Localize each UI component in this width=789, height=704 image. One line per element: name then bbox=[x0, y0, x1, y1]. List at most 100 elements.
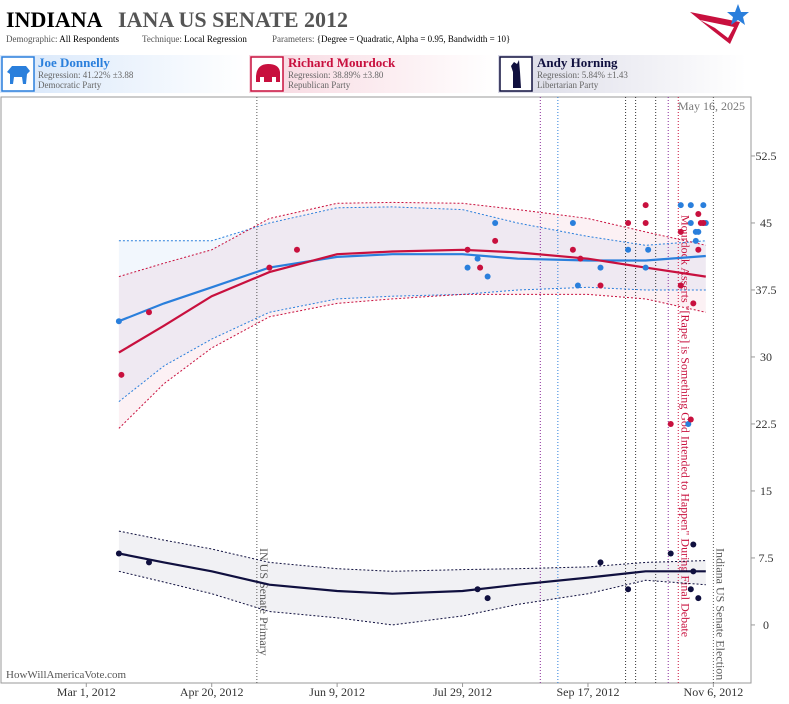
data-point bbox=[293, 246, 300, 253]
param-value: Local Regression bbox=[184, 34, 247, 44]
data-point bbox=[569, 246, 576, 253]
trend-line bbox=[118, 248, 706, 354]
data-point bbox=[574, 282, 581, 289]
data-point bbox=[118, 371, 125, 378]
legend-regression: Regression: 38.89% ±3.80 bbox=[288, 70, 384, 80]
data-point bbox=[569, 219, 576, 226]
elephant-icon bbox=[256, 64, 280, 82]
legend-box bbox=[249, 55, 495, 93]
data-point bbox=[492, 237, 499, 244]
data-point bbox=[464, 264, 471, 271]
data-point bbox=[687, 202, 694, 209]
data-point bbox=[474, 586, 481, 593]
band-edge bbox=[118, 293, 706, 429]
legend-box bbox=[0, 55, 246, 93]
legend-party: Republican Party bbox=[288, 80, 351, 90]
param-row: Parameters: {Degree = Quadratic, Alpha =… bbox=[272, 34, 510, 44]
logo bbox=[690, 4, 749, 44]
band-edge bbox=[118, 286, 706, 402]
x-tick-label: Mar 1, 2012 bbox=[57, 685, 116, 699]
parameters: Demographic: All Respondents Technique: … bbox=[6, 34, 510, 44]
legend bbox=[0, 55, 746, 93]
data-point bbox=[677, 282, 684, 289]
data-point bbox=[677, 228, 684, 235]
donkey-icon bbox=[7, 66, 30, 84]
y-tick-label: 0 bbox=[763, 618, 769, 632]
param-label: Demographic: bbox=[6, 34, 57, 44]
data-point bbox=[115, 318, 122, 325]
data-point bbox=[685, 420, 692, 427]
data-point bbox=[645, 246, 652, 253]
y-tick-label: 22.5 bbox=[756, 417, 777, 431]
legend-name: Joe Donnelly bbox=[38, 55, 110, 70]
watermark: HowWillAmericaVote.com bbox=[6, 669, 126, 681]
data-point bbox=[695, 228, 702, 235]
x-tick-label: Sep 17, 2012 bbox=[556, 685, 619, 699]
legend-party: Libertarian Party bbox=[537, 80, 599, 90]
title: INDIANA bbox=[6, 7, 103, 32]
event-label: Indiana US Senate Election bbox=[713, 548, 727, 680]
data-point bbox=[667, 420, 674, 427]
data-point bbox=[690, 300, 697, 307]
confidence-band bbox=[118, 531, 706, 625]
data-point bbox=[145, 559, 152, 566]
data-point bbox=[625, 219, 632, 226]
data-point bbox=[690, 541, 697, 548]
data-point bbox=[464, 246, 471, 253]
data-point bbox=[492, 219, 499, 226]
legend-regression: Regression: 41.22% ±3.88 bbox=[38, 70, 134, 80]
trend-line bbox=[118, 552, 706, 595]
data-point bbox=[597, 559, 604, 566]
x-tick-label: Jun 9, 2012 bbox=[309, 685, 365, 699]
legend-regression: Regression: 5.84% ±1.43 bbox=[537, 70, 628, 80]
data-point bbox=[642, 264, 649, 271]
legend-name: Richard Mourdock bbox=[288, 55, 396, 70]
data-point bbox=[667, 550, 674, 557]
y-tick-label: 52.5 bbox=[756, 149, 777, 163]
y-tick-label: 15 bbox=[760, 484, 772, 498]
data-point bbox=[687, 586, 694, 593]
date-stamp: May 16, 2025 bbox=[678, 99, 745, 113]
y-tick-label: 45 bbox=[760, 216, 772, 230]
plot-frame bbox=[0, 96, 752, 684]
data-point bbox=[597, 264, 604, 271]
legend-box bbox=[498, 55, 746, 93]
event-label: IN US Senate Primary bbox=[257, 548, 271, 656]
param-row: Demographic: All Respondents bbox=[6, 34, 119, 44]
legend-name: Andy Horning bbox=[537, 55, 618, 70]
data-point bbox=[695, 595, 702, 602]
data-point bbox=[700, 219, 707, 226]
data-point bbox=[474, 255, 481, 262]
event-label: Mourdock Asserts "[Rape] is Something Go… bbox=[678, 215, 692, 637]
param-label: Technique: bbox=[142, 34, 182, 44]
x-tick-label: Jul 29, 2012 bbox=[433, 685, 492, 699]
data-point bbox=[687, 416, 694, 423]
x-tick-label: Apr 20, 2012 bbox=[180, 685, 244, 699]
data-point bbox=[115, 550, 122, 557]
data-point bbox=[266, 264, 273, 271]
data-point bbox=[625, 246, 632, 253]
param-label: Parameters: bbox=[272, 34, 314, 44]
data-point bbox=[577, 255, 584, 262]
data-point bbox=[477, 264, 484, 271]
data-point bbox=[695, 246, 702, 253]
param-value: All Respondents bbox=[59, 34, 119, 44]
band-edge bbox=[118, 530, 706, 572]
data-point bbox=[145, 309, 152, 316]
band-edge bbox=[118, 206, 706, 246]
band-edge bbox=[118, 570, 706, 626]
data-point bbox=[597, 282, 604, 289]
y-tick-label: 37.5 bbox=[756, 283, 777, 297]
param-value: {Degree = Quadratic, Alpha = 0.95, Bandw… bbox=[317, 34, 511, 44]
data-point bbox=[677, 202, 684, 209]
title-detail: IANA US SENATE 2012 bbox=[118, 7, 348, 32]
data-point bbox=[692, 237, 699, 244]
data-point bbox=[484, 595, 491, 602]
data-point bbox=[695, 211, 702, 218]
y-tick-label: 7.5 bbox=[759, 551, 774, 565]
data-point bbox=[484, 273, 491, 280]
data-point bbox=[642, 202, 649, 209]
y-tick-label: 30 bbox=[760, 350, 772, 364]
data-point bbox=[700, 202, 707, 209]
liberty-icon bbox=[511, 60, 521, 88]
